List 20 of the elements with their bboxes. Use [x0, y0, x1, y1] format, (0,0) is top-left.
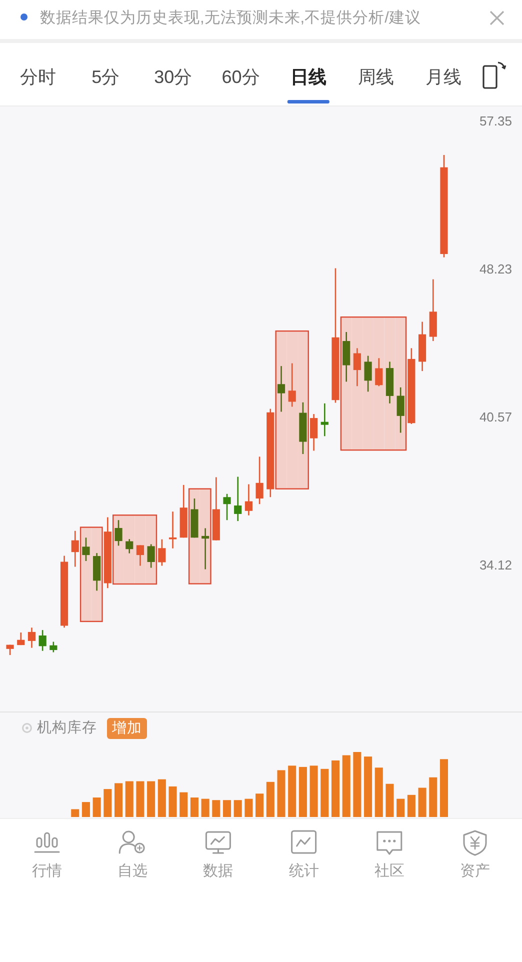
- text: 社区: [374, 862, 404, 880]
- text: 60分: [222, 67, 260, 87]
- text: 5分: [92, 67, 120, 87]
- text: 分时: [20, 67, 56, 87]
- text: 资产: [460, 862, 490, 880]
- y-tick-label: 40.57: [479, 409, 512, 424]
- y-tick-label: 48.23: [479, 262, 512, 277]
- text: 数据结果仅为历史表现,无法预测未来,不提供分析/建议: [40, 8, 421, 26]
- y-tick-label: 34.12: [479, 558, 512, 573]
- text: 自选: [118, 862, 148, 880]
- text: 月线: [426, 67, 462, 87]
- chart-title: 机构库存: [37, 719, 97, 736]
- text: 统计: [288, 862, 319, 880]
- text: 30分: [154, 67, 192, 87]
- text: 数据: [203, 862, 234, 880]
- text: 行情: [32, 862, 62, 880]
- text: 增加: [111, 720, 142, 736]
- text: 日线: [290, 67, 326, 87]
- y-tick-label: 57.35: [479, 114, 512, 129]
- text: 周线: [358, 67, 394, 87]
